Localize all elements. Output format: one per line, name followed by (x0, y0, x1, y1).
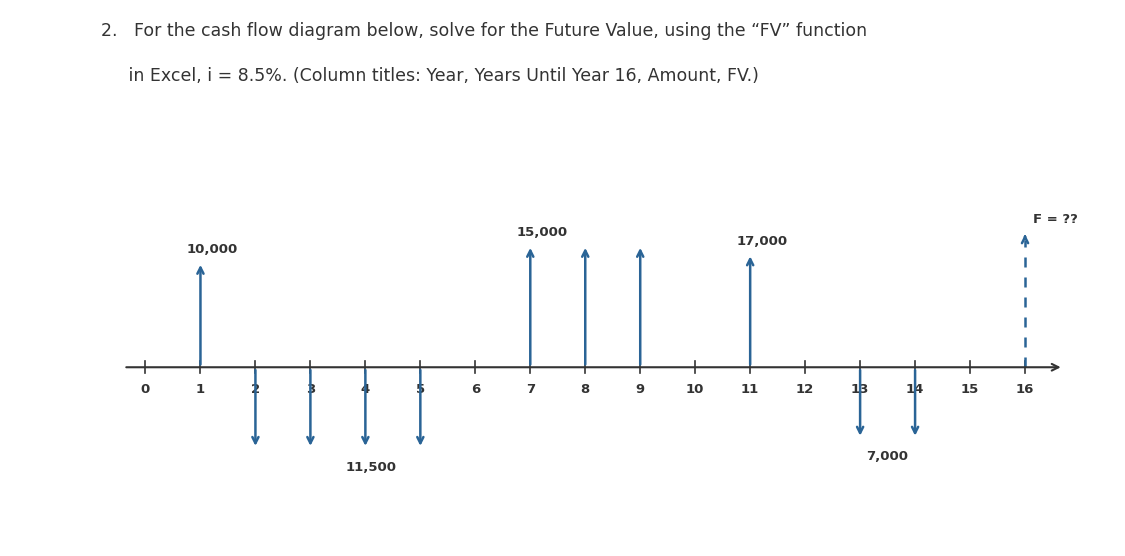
Text: 14: 14 (906, 383, 925, 395)
Text: 2.   For the cash flow diagram below, solve for the Future Value, using the “FV”: 2. For the cash flow diagram below, solv… (101, 22, 867, 40)
Text: 10,000: 10,000 (187, 243, 238, 256)
Text: 0: 0 (141, 383, 150, 395)
Text: 7,000: 7,000 (866, 450, 909, 463)
Text: 15,000: 15,000 (516, 226, 568, 239)
Text: 4: 4 (361, 383, 370, 395)
Text: in Excel, i = 8.5%. (Column titles: Year, Years Until Year 16, Amount, FV.): in Excel, i = 8.5%. (Column titles: Year… (101, 67, 759, 85)
Text: 10: 10 (686, 383, 704, 395)
Text: 6: 6 (470, 383, 480, 395)
Text: F = ??: F = ?? (1033, 214, 1078, 226)
Text: 16: 16 (1016, 383, 1034, 395)
Text: 13: 13 (850, 383, 870, 395)
Text: 2: 2 (251, 383, 260, 395)
Text: 11: 11 (741, 383, 759, 395)
Text: 15: 15 (961, 383, 979, 395)
Text: 1: 1 (196, 383, 205, 395)
Text: 5: 5 (416, 383, 425, 395)
Text: 7: 7 (525, 383, 534, 395)
Text: 9: 9 (636, 383, 645, 395)
Text: 11,500: 11,500 (345, 460, 396, 474)
Text: 12: 12 (796, 383, 814, 395)
Text: 17,000: 17,000 (737, 235, 787, 247)
Text: 8: 8 (580, 383, 590, 395)
Text: 3: 3 (306, 383, 315, 395)
